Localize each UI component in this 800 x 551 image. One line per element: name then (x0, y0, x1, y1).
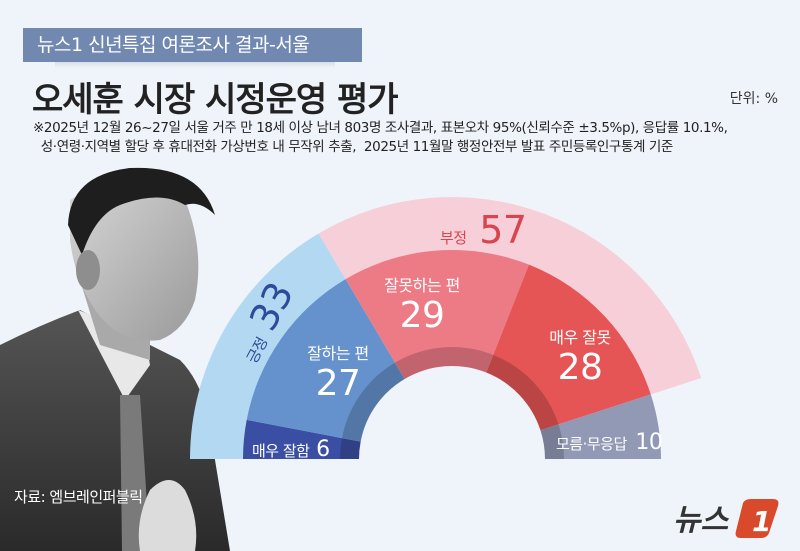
negative-value: 57 (479, 208, 527, 252)
source-label: 자료: 엠브레인퍼블릭 (14, 488, 143, 506)
very-good-caption: 매우 잘함 (252, 442, 310, 460)
bad-caption: 잘못하는 편 (384, 276, 460, 295)
label-bad: 잘못하는 편 29 (357, 272, 487, 336)
inner-shadow-bad (394, 347, 494, 379)
inner-segment-very-bad (486, 264, 651, 431)
label-dk: 모름·무응답 10 (556, 430, 663, 455)
label-negative: 부정 57 (440, 208, 527, 252)
banner-shadow (55, 62, 335, 68)
inner-shadow-very-bad (486, 354, 559, 431)
svg-text:1: 1 (752, 505, 771, 538)
inner-segment-dk (540, 394, 661, 459)
label-very-bad: 매우 잘못 28 (525, 324, 635, 388)
news1-logo: 뉴스 1 (673, 497, 783, 543)
label-good: 잘하는 편 27 (283, 340, 393, 404)
outer-segment-negative (318, 196, 702, 395)
very-good-value: 6 (316, 437, 330, 462)
label-very-good: 매우 잘함 6 (252, 437, 330, 462)
survey-banner: 뉴스1 신년특집 여론조사 결과-서울 (23, 28, 362, 62)
inner-segment-bad (345, 250, 529, 379)
negative-caption: 부정 (440, 229, 467, 247)
svg-text:뉴스: 뉴스 (673, 503, 730, 538)
portrait-photo (0, 167, 230, 551)
survey-note-line2: 성·연령·지역별 할당 후 휴대전화 가상번호 내 무작위 추출, 2025년 … (33, 139, 674, 155)
inner-shadow-dk (540, 424, 564, 459)
news1-logo-mark: 뉴스 1 (673, 499, 779, 538)
very-bad-caption: 매우 잘못 (549, 328, 611, 347)
page-title: 오세훈 시장 시정운영 평가 (32, 80, 399, 120)
inner-shadow-good (341, 362, 405, 442)
dk-value: 10 (635, 430, 663, 455)
dk-caption: 모름·무응답 (556, 435, 627, 453)
unit-label: 단위: % (729, 91, 778, 107)
survey-note-line1: ※2025년 12월 26~27일 서울 거주 만 18세 이상 남녀 803명… (33, 120, 728, 136)
inner-shadow-very-good (340, 438, 361, 459)
inner-segment-very-good (243, 419, 361, 459)
survey-note: ※2025년 12월 26~27일 서울 거주 만 18세 이상 남녀 803명… (33, 119, 728, 157)
good-caption: 잘하는 편 (307, 344, 369, 363)
bad-value: 29 (399, 295, 445, 336)
very-bad-value: 28 (557, 347, 603, 388)
inner-segment-good (246, 279, 405, 442)
outer-segment-positive (190, 233, 347, 459)
good-value: 27 (315, 363, 361, 404)
